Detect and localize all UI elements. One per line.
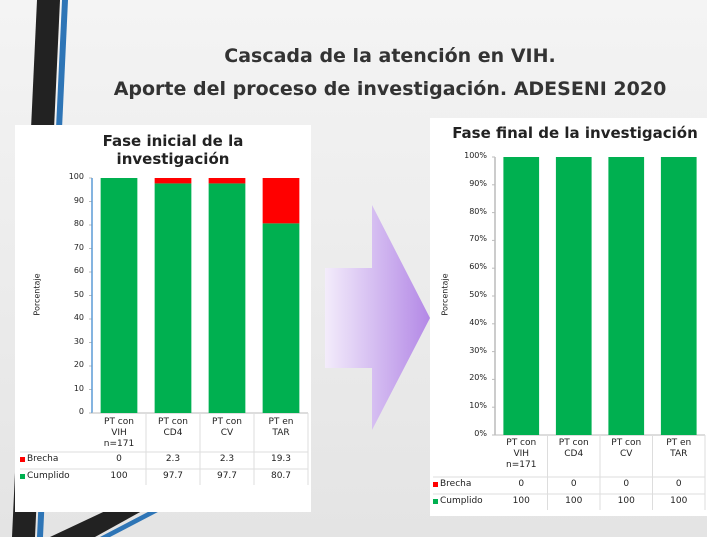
y-tick-label: 90 <box>73 195 84 205</box>
x-tick-label: PT con CD4 <box>158 417 188 438</box>
chart-title: Fase inicial de la investigación <box>102 132 244 168</box>
x-tick-label: PT en TAR <box>268 417 294 438</box>
y-tick-label: 100 <box>68 172 84 181</box>
bar-segment <box>555 157 592 435</box>
slide-title: Aporte del proceso de investigación. ADE… <box>113 78 667 100</box>
table-cell: 19.3 <box>270 454 292 464</box>
legend-label: Brecha <box>440 479 472 489</box>
x-tick-label: PT con CV <box>212 417 242 438</box>
bar-segment <box>660 157 697 435</box>
y-tick-label: 20% <box>469 373 487 383</box>
y-tick-label: 60 <box>73 266 84 275</box>
y-tick-label: 80% <box>469 206 487 216</box>
y-tick-label: 90% <box>469 178 487 188</box>
y-tick-label: 30% <box>469 345 487 355</box>
y-axis-label: Porcentaje <box>440 273 450 316</box>
arrow <box>325 205 430 430</box>
table-cell: 100 <box>110 471 128 481</box>
legend-swatch <box>433 482 438 487</box>
table-cell: 2.3 <box>219 454 235 464</box>
y-tick-label: 10 <box>73 383 84 393</box>
legend-label: Cumplido <box>440 496 483 506</box>
y-tick-label: 10% <box>469 401 487 411</box>
table-cell: 0 <box>116 454 122 464</box>
table-cell: 2.3 <box>165 454 181 464</box>
bar-segment <box>262 178 300 224</box>
x-tick-label: PT con CD4 <box>558 438 589 459</box>
x-tick-label: PT con CV <box>611 438 642 459</box>
bar-segment <box>262 223 300 413</box>
table-cell: 100 <box>617 496 635 506</box>
table-cell: 0 <box>518 479 525 489</box>
x-tick-label: PT con VIH n=171 <box>103 417 135 449</box>
slide-title: Cascada de la atención en VIH. <box>224 45 556 67</box>
table-cell: 100 <box>512 496 530 506</box>
table-cell: 0 <box>623 479 630 489</box>
y-axis-label: Porcentaje <box>32 272 42 316</box>
table-cell: 97.7 <box>216 471 238 481</box>
x-tick-label: PT en TAR <box>666 438 692 459</box>
y-tick-label: 100% <box>464 151 487 160</box>
table-cell: 97.7 <box>162 471 184 481</box>
bar-segment <box>608 157 645 435</box>
y-tick-label: 30 <box>73 336 84 346</box>
legend-swatch <box>20 474 25 479</box>
legend-label: Brecha <box>27 454 59 464</box>
y-tick-label: 0% <box>474 429 487 438</box>
chart-title: Fase final de la investigación <box>452 124 698 142</box>
y-tick-label: 50 <box>73 289 84 299</box>
bar-segment <box>208 183 246 413</box>
table-cell: 100 <box>565 496 583 506</box>
table-cell: 0 <box>570 479 577 489</box>
bar-segment <box>154 178 192 184</box>
table-cell: 100 <box>670 496 688 506</box>
y-tick-label: 20 <box>73 360 84 369</box>
y-tick-label: 70 <box>73 242 84 252</box>
y-tick-label: 70% <box>469 234 487 244</box>
table-cell: 0 <box>675 479 682 489</box>
x-tick-label: PT con VIH n=171 <box>506 438 537 470</box>
legend-swatch <box>20 457 25 462</box>
y-tick-label: 60% <box>469 262 487 272</box>
y-tick-label: 50% <box>469 290 487 299</box>
bar-segment <box>100 178 138 413</box>
table-cell: 80.7 <box>270 471 292 481</box>
y-tick-label: 80 <box>73 219 84 228</box>
y-tick-label: 40% <box>469 317 487 327</box>
bar-segment <box>503 157 540 435</box>
legend-label: Cumplido <box>27 471 70 481</box>
bar-segment <box>208 178 246 184</box>
y-tick-label: 40 <box>73 313 84 322</box>
legend-swatch <box>433 499 438 504</box>
bar-segment <box>154 183 192 413</box>
y-tick-label: 0 <box>78 407 84 416</box>
